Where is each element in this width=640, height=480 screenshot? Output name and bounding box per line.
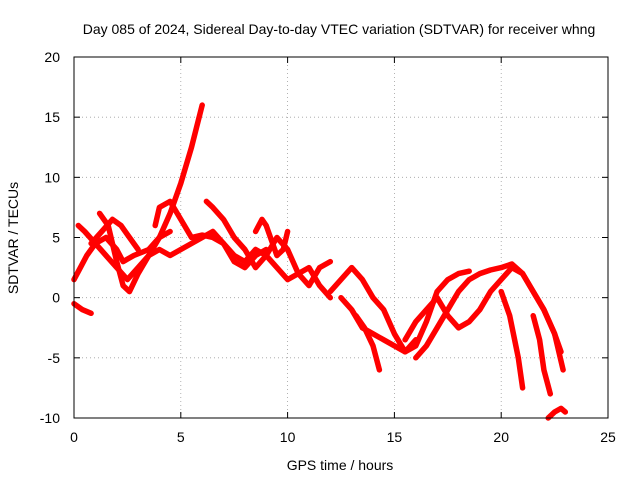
x-axis-label: GPS time / hours [287, 457, 394, 473]
x-tick-label: 20 [493, 429, 509, 445]
x-tick-label: 10 [280, 429, 296, 445]
series-sat-e [96, 210, 173, 295]
x-tick-label: 15 [387, 429, 403, 445]
y-tick-label: 10 [44, 169, 60, 185]
y-tick-label: -5 [48, 350, 61, 366]
y-tick-label: 5 [52, 230, 60, 246]
y-axis: -10 -5 0 5 10 15 20 [40, 49, 608, 426]
y-tick-label: 15 [44, 109, 60, 125]
series-sat-i [327, 264, 419, 355]
series-sat-o [530, 312, 554, 397]
grid [74, 57, 608, 418]
data-series [71, 102, 569, 421]
series-sat-a [71, 102, 205, 283]
x-tick-label: 0 [70, 429, 78, 445]
x-axis: 0 5 10 15 20 25 [70, 57, 616, 445]
series-sat-m [413, 261, 564, 361]
y-tick-label: 20 [44, 49, 60, 65]
series-sat-d [88, 216, 141, 253]
series-sat-k [353, 312, 383, 373]
y-tick-label: -10 [40, 410, 60, 426]
x-tick-label: 25 [600, 429, 616, 445]
y-tick-label: 0 [52, 290, 60, 306]
series-sat-p [545, 405, 569, 421]
series-sat-c [71, 300, 94, 317]
chart-title: Day 085 of 2024, Sidereal Day-to-day VTE… [83, 21, 596, 37]
y-axis-label: SDTVAR / TECUs [5, 182, 21, 294]
series-sat-n [498, 288, 526, 391]
series-sat-f [152, 198, 269, 271]
series-sat-h [252, 216, 291, 259]
x-tick-label: 5 [177, 429, 185, 445]
series-sat-g [203, 198, 334, 289]
